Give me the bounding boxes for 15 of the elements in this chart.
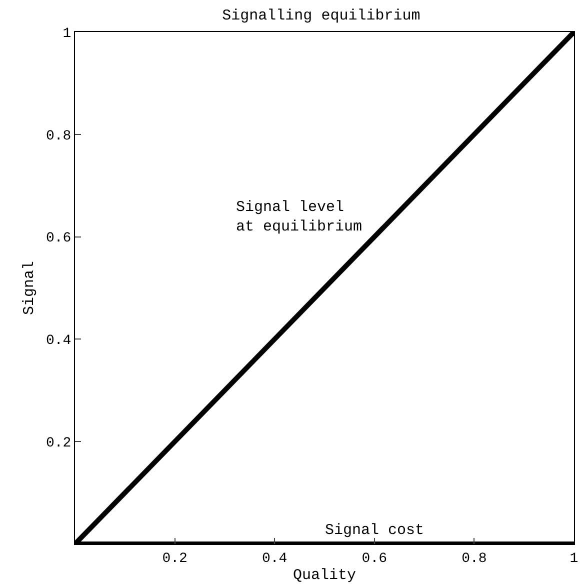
x-axis-title: Quality bbox=[292, 566, 356, 584]
y-axis-title: Signal bbox=[21, 260, 38, 316]
y-tick-label: 1 bbox=[62, 26, 72, 42]
x-tick-label: 1 bbox=[570, 550, 578, 567]
x-tick-label: 0.6 bbox=[362, 550, 388, 567]
y-tick-label: 0.6 bbox=[46, 230, 72, 247]
chart-title: Signalling equilibrium bbox=[222, 7, 420, 24]
y-tick-label: 0.4 bbox=[46, 333, 72, 350]
x-tick-label: 0.4 bbox=[262, 550, 288, 567]
y-tick-label: 0.8 bbox=[46, 128, 72, 144]
x-tick-label: 0.2 bbox=[162, 550, 188, 567]
series-label: Signal level at equilibrium bbox=[236, 199, 362, 236]
series-label: Signal cost bbox=[325, 522, 424, 539]
y-tick-label: 0.2 bbox=[46, 436, 72, 452]
x-tick-label: 0.8 bbox=[462, 550, 487, 567]
